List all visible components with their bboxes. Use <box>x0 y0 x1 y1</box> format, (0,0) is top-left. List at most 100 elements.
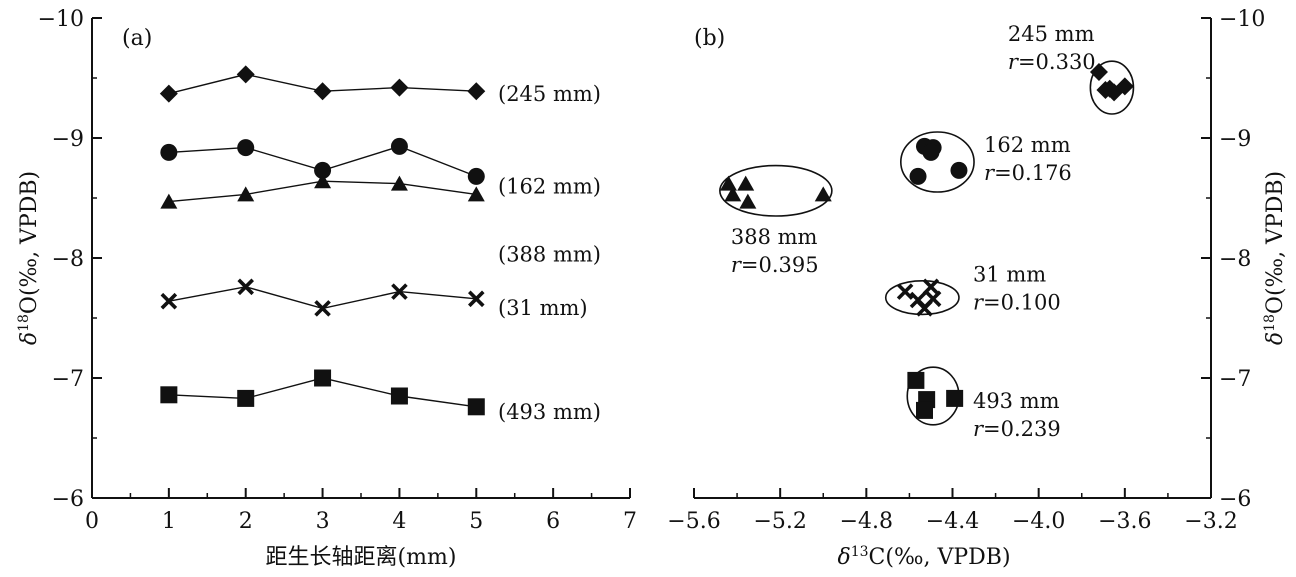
panel-b-data-point <box>907 371 925 389</box>
panel-a-data-point <box>390 78 409 97</box>
panel-b-x-title-rest: C(‰, VPDB) <box>869 545 1011 570</box>
panel-b-group-ellipse <box>884 280 960 316</box>
panel-a-series-label: (245 mm) <box>498 82 601 106</box>
panel-b-data-point <box>924 290 942 308</box>
panel-b-r-symbol: r <box>1008 50 1020 74</box>
panel-a-data-point <box>390 137 408 155</box>
panel-a-y-tick-label: −9 <box>52 127 84 152</box>
panel-a-y-tick-label: −6 <box>52 487 84 512</box>
panel-a-data-point <box>160 292 178 310</box>
panel-b-data-point <box>1089 63 1108 81</box>
panel-a-x-tick-label: 4 <box>392 509 406 534</box>
panel-b-y-title-rest: O(‰, VPDB) <box>1263 171 1288 314</box>
panel-a-x-tick-label: 3 <box>316 509 330 534</box>
panel-b: (b) −10 −9 −8 −7 −6 −5.6 −5.2 −4.8 −4.4 −4.0 −3.6… <box>667 7 1288 570</box>
panel-b-r-number: =0.395 <box>741 253 819 277</box>
panel-b-y-tick-label: −6 <box>1219 487 1251 512</box>
panel-b-group-r-value: r=0.239 <box>973 417 1061 441</box>
panel-b-r-number: =0.330 <box>1018 50 1096 74</box>
panel-a-data-point <box>236 65 255 84</box>
panel-b-group-name: 162 mm <box>984 133 1071 157</box>
panel-b-group-name: 31 mm <box>973 263 1046 287</box>
panel-b-r-symbol: r <box>731 253 743 277</box>
panel-a-data-point <box>314 300 331 317</box>
panel-b-data-point <box>737 175 755 191</box>
panel-b-data-point <box>1115 77 1134 96</box>
panel-a-y-title-sup: 18 <box>16 314 32 332</box>
panel-a-y-axis-title: δ18O(‰, VPDB) <box>16 171 42 345</box>
panel-b-data-point <box>814 186 832 202</box>
panel-a-x-tick-label: 5 <box>469 509 483 534</box>
panel-a-x-tick-label: 6 <box>546 509 560 534</box>
panel-b-data-point <box>950 161 968 179</box>
panel-a-data-point <box>237 278 254 296</box>
panel-b-y-tick-label: −8 <box>1219 247 1251 272</box>
panel-b-x-tick-label: −4.8 <box>840 509 893 534</box>
panel-b-group-name: 245 mm <box>1008 22 1095 46</box>
panel-a-data-point <box>160 143 178 161</box>
panel-b-x-axis-title: δ13C(‰, VPDB) <box>837 544 1010 570</box>
panel-b-y-tick-label: −9 <box>1219 127 1251 152</box>
panel-a-data-point <box>314 369 332 387</box>
panel-b-group-ellipse <box>1089 60 1135 115</box>
panel-a-data-point <box>237 389 255 407</box>
panel-b-data-point <box>946 389 964 407</box>
panel-a-series-label: (162 mm) <box>498 174 601 198</box>
panel-a-data-point <box>390 175 408 191</box>
panel-a-data-point <box>467 186 485 202</box>
panel-b-data-point <box>922 143 940 161</box>
panel-a-data-point <box>467 398 485 416</box>
panel-b-x-title-sup: 13 <box>851 544 869 560</box>
panel-a-x-tick-label: 7 <box>623 509 637 534</box>
panel-b-group-r-value: r=0.100 <box>973 291 1061 315</box>
panel-a-x-axis-title: 距生长轴距离(mm) <box>266 545 457 570</box>
panel-b-r-symbol: r <box>984 161 996 185</box>
panel-b-y-title-symbol: δ <box>1263 332 1288 345</box>
panel-b-data-point <box>1100 79 1119 98</box>
panel-b-group-name: 493 mm <box>973 389 1060 413</box>
panel-a-data-point <box>314 161 332 179</box>
panel-b-x-tick-label: −5.6 <box>667 509 720 534</box>
panel-a-data-point <box>467 167 485 185</box>
panel-a-series-label: (493 mm) <box>498 400 601 424</box>
panel-a-y-tick-label: −10 <box>38 7 84 32</box>
panel-a-data-point <box>467 82 486 101</box>
panel-b-x-title-symbol: δ <box>837 545 850 570</box>
panel-b-y-title-sup: 18 <box>1262 314 1278 332</box>
panel-a-data-point <box>160 386 178 404</box>
panel-b-data-point <box>909 167 927 185</box>
panel-a-y-title-symbol: δ <box>17 332 42 345</box>
panel-b-r-symbol: r <box>973 291 985 315</box>
panel-b-x-tick-label: −5.2 <box>753 509 806 534</box>
panel-a-x-tick-label: 1 <box>162 509 176 534</box>
panel-a-y-tick-label: −7 <box>52 367 84 392</box>
panel-a-x-tick-label: 0 <box>85 509 99 534</box>
panel-b-label: (b) <box>694 26 725 51</box>
panel-b-x-tick-label: −4.4 <box>926 509 979 534</box>
panel-b-r-symbol: r <box>973 417 985 441</box>
panel-a-label: (a) <box>122 26 152 51</box>
panel-b-group-name: 388 mm <box>731 225 818 249</box>
panel-a-data-point <box>159 84 178 103</box>
panel-b-group-ellipse <box>899 131 975 193</box>
panel-b-x-tick-label: −4.0 <box>1012 509 1065 534</box>
panel-a-data-point <box>390 387 408 405</box>
panel-b-data-point <box>896 283 914 300</box>
panel-a-data-point <box>391 283 408 300</box>
panel-b-r-number: =0.176 <box>994 161 1072 185</box>
panel-b-r-number: =0.100 <box>983 291 1061 315</box>
panel-a-data-point <box>237 139 255 157</box>
panel-b-data-point <box>739 193 757 209</box>
panel-a-data-point <box>468 290 485 308</box>
panel-b-data-point <box>915 401 933 419</box>
panel-b-x-tick-label: −3.6 <box>1098 509 1151 534</box>
panel-a-data-point <box>237 186 255 202</box>
panel-b-y-tick-label: −10 <box>1219 7 1265 32</box>
panel-b-y-tick-label: −7 <box>1219 367 1251 392</box>
panel-a: (a) −10 −9 −8 −7 −6 0 1 2 3 4 5 6 7 (245 mm) (162 mm… <box>16 7 637 570</box>
panel-b-group-r-value: r=0.176 <box>984 161 1072 185</box>
panel-a-y-tick-label: −8 <box>52 247 84 272</box>
panel-b-group-r-value: r=0.330 <box>1008 50 1096 74</box>
panel-b-group-r-value: r=0.395 <box>731 253 819 277</box>
